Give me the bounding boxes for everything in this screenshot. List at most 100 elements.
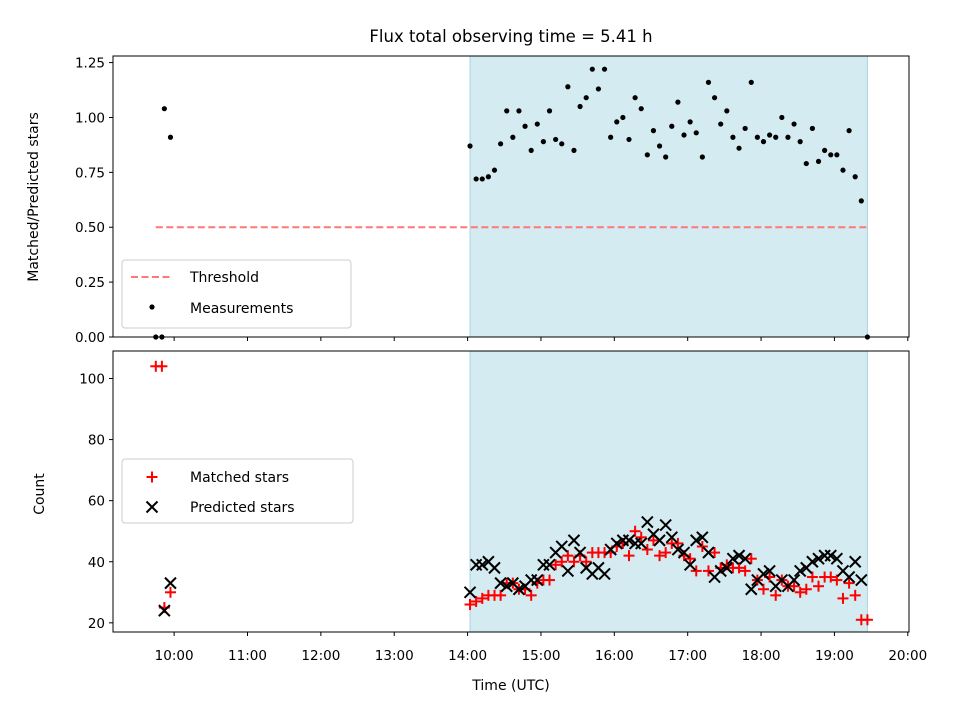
x-axis-label: Time (UTC) [471, 678, 549, 694]
measurement-point [644, 152, 650, 158]
bottom-y-axis-label: Count [32, 473, 48, 515]
predicted-star-point-b [787, 573, 801, 587]
top-observing-window [469, 55, 868, 338]
predicted-star-point-b [836, 564, 850, 578]
predicted-star-point [726, 552, 740, 565]
matched-star-point [690, 565, 702, 577]
measurement-point [834, 152, 840, 158]
matched-star-point [635, 531, 647, 543]
measurement-point [553, 136, 559, 143]
measurement-point [626, 136, 632, 143]
bottom-y-tick-label: 80 [88, 433, 105, 449]
x-tick-label: 17:00 [668, 648, 707, 664]
predicted-star-point [543, 558, 556, 572]
predicted-star-point-b [830, 552, 844, 565]
x-tick-label: 15:00 [522, 648, 561, 664]
measurement-point [767, 132, 773, 138]
predicted-star-point-b [726, 552, 740, 565]
measurement-point [773, 134, 779, 140]
x-tick-label: 12:00 [301, 648, 340, 664]
measurement-point [516, 108, 522, 114]
predicted-star-point [787, 573, 801, 587]
measurement-point [718, 121, 724, 127]
measurement-point [510, 134, 516, 140]
measurement-point [705, 79, 712, 85]
matched-star-point [733, 562, 745, 574]
x-tick-label: 13:00 [375, 648, 414, 664]
matched-star-point [647, 534, 659, 546]
predicted-star-point-b [714, 564, 727, 578]
measurement-point [693, 130, 699, 136]
predicted-star-point [555, 540, 568, 553]
count-panel: 10:00 11:00 12:00 13:00 14:00 15:00 16:00 17:00… [79, 350, 927, 664]
top-legend-box [121, 259, 352, 329]
predicted-star-point-b [641, 515, 654, 529]
measurement-point [822, 147, 828, 153]
matched-star-point [568, 556, 580, 568]
predicted-star-point [561, 564, 575, 578]
measurement-point [589, 66, 595, 72]
predicted-star-point [158, 604, 171, 617]
predicted-star-point [696, 531, 709, 544]
measurement-point [583, 95, 589, 101]
predicted-star-point [824, 549, 837, 562]
measurement-point [748, 79, 754, 85]
predicted-star-point [732, 549, 746, 562]
matched-star-point [800, 583, 812, 595]
predicted-star-point [567, 534, 581, 547]
measurement-point [577, 103, 583, 110]
predicted-star-point-b [635, 537, 648, 550]
measurement-point [760, 139, 767, 145]
predicted-star-point-b [665, 531, 678, 544]
measurement-point [650, 128, 657, 134]
matched-star-point [843, 577, 855, 589]
measurement-point [491, 167, 498, 173]
legend-predicted-label: Predicted stars [190, 500, 295, 516]
predicted-star-point-b [806, 555, 819, 568]
measurement-point [846, 128, 852, 134]
predicted-star-point [671, 543, 685, 556]
predicted-star-point [842, 570, 856, 584]
measurement-point [675, 99, 681, 105]
x-tick-label: 10:00 [155, 648, 194, 664]
predicted-star-point-b [720, 561, 734, 575]
predicted-star-point [806, 555, 819, 568]
measurement-point [614, 119, 620, 125]
measurement-point [571, 147, 577, 153]
top-y-tick-label: 0.50 [75, 220, 105, 236]
predicted-star-point [683, 558, 697, 572]
matched-star-point [696, 540, 708, 552]
matched-star-point [837, 592, 849, 604]
predicted-star-point-b [573, 546, 587, 559]
top-y-tick-label: 0.00 [75, 330, 105, 346]
predicted-star-point-b [500, 579, 513, 593]
measurement-point [540, 139, 547, 145]
measurement-point [546, 108, 553, 114]
matched-star-point [464, 599, 476, 611]
measurement-point [815, 158, 822, 164]
predicted-star-point [610, 537, 623, 550]
legend-predicted-swatch [145, 500, 159, 514]
matched-star-point [629, 525, 641, 537]
matched-star-point [813, 580, 825, 592]
predicted-star-point [757, 567, 770, 581]
matched-star-point [684, 553, 696, 565]
matched-star-point [495, 589, 507, 601]
predicted-star-point-b [592, 561, 605, 575]
legend-measurements-swatch [149, 304, 155, 310]
matched-star-point [556, 556, 568, 568]
measurement-point [522, 123, 528, 129]
measurement-point [791, 121, 797, 127]
predicted-star-point-b [158, 604, 171, 617]
matched-star-point [562, 550, 574, 562]
matched-star-point [156, 360, 168, 372]
legend-threshold-label: Threshold [189, 270, 259, 286]
predicted-star-point-b [671, 543, 685, 556]
predicted-star-point [598, 567, 611, 581]
measurement-point [736, 145, 742, 151]
predicted-star-point-b [579, 561, 593, 575]
matched-star-point [476, 592, 488, 604]
measurement-point [498, 141, 504, 147]
predicted-star-point-b [164, 576, 177, 590]
predicted-star-point-b [757, 567, 770, 581]
